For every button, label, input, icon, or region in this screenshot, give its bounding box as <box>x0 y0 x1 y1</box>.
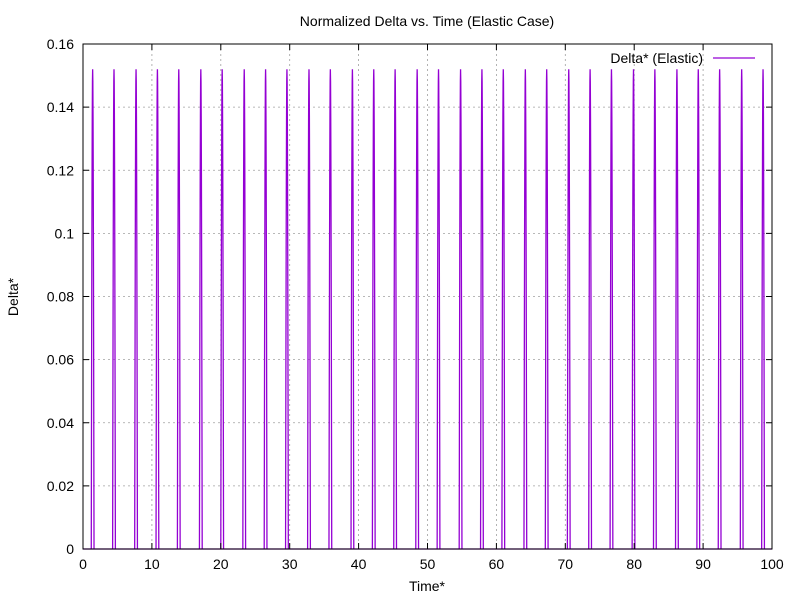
chart-title: Normalized Delta vs. Time (Elastic Case) <box>300 13 554 29</box>
delta-pulse-31 <box>739 69 744 550</box>
y-tick-label: 0.08 <box>47 289 74 305</box>
delta-pulse-19 <box>479 69 484 550</box>
delta-pulse-15 <box>393 69 398 550</box>
delta-pulse-17 <box>436 69 441 550</box>
y-tick-label: 0.16 <box>47 36 74 52</box>
delta-pulse-8 <box>242 69 247 550</box>
grid <box>83 44 772 549</box>
x-axis-label: Time* <box>409 578 446 594</box>
y-tick-label: 0.06 <box>47 352 74 368</box>
delta-pulse-18 <box>458 69 463 550</box>
x-tick-label: 70 <box>558 556 574 572</box>
ticks: 0 10 20 30 40 50 60 70 80 90 100 0 0.02 0.04 0.06 0.08 0… <box>47 36 784 572</box>
delta-pulse-4 <box>155 69 160 550</box>
delta-pulse-22 <box>544 69 549 550</box>
x-tick-label: 90 <box>695 556 711 572</box>
y-tick-label: 0.02 <box>47 478 74 494</box>
x-tick-label: 40 <box>351 556 367 572</box>
delta-pulse-24 <box>588 69 593 550</box>
x-tick-label: 60 <box>489 556 505 572</box>
delta-pulse-28 <box>674 69 679 550</box>
delta-pulse-7 <box>220 69 225 550</box>
delta-pulse-30 <box>717 69 722 550</box>
x-tick-label: 50 <box>420 556 436 572</box>
delta-pulse-21 <box>523 69 528 550</box>
legend-label: Delta* (Elastic) <box>610 50 703 66</box>
delta-pulse-5 <box>176 69 181 550</box>
delta-pulse-26 <box>631 69 636 550</box>
x-tick-label: 10 <box>144 556 160 572</box>
delta-pulse-11 <box>306 69 312 550</box>
delta-pulse-20 <box>501 69 506 550</box>
delta-pulse-25 <box>609 69 614 550</box>
delta-pulse-32 <box>761 69 766 550</box>
delta-pulse-12 <box>328 69 333 550</box>
delta-pulse-1 <box>90 69 95 550</box>
y-axis-label: Delta* <box>5 277 21 316</box>
delta-pulse-29 <box>696 69 701 550</box>
delta-pulse-2 <box>111 69 117 550</box>
delta-pulse-10 <box>284 69 289 550</box>
x-tick-label: 30 <box>282 556 298 572</box>
delta-pulse-16 <box>415 69 420 550</box>
x-tick-label: 20 <box>213 556 229 572</box>
y-tick-label: 0.1 <box>55 225 75 241</box>
delta-pulse-27 <box>652 69 657 550</box>
y-tick-label: 0.04 <box>47 415 74 431</box>
x-tick-label: 0 <box>79 556 87 572</box>
x-tick-label: 80 <box>626 556 642 572</box>
delta-pulse-6 <box>198 69 203 550</box>
delta-pulse-3 <box>134 69 139 550</box>
y-tick-label: 0.12 <box>47 162 74 178</box>
y-tick-label: 0 <box>66 541 74 557</box>
delta-pulse-23 <box>566 69 571 550</box>
delta-pulse-13 <box>350 69 355 550</box>
legend: Delta* (Elastic) <box>610 50 755 66</box>
y-tick-label: 0.14 <box>47 99 74 115</box>
delta-pulse-14 <box>371 69 376 550</box>
x-tick-label: 100 <box>760 556 784 572</box>
delta-pulse-9 <box>263 69 268 550</box>
series-layer <box>83 69 772 550</box>
